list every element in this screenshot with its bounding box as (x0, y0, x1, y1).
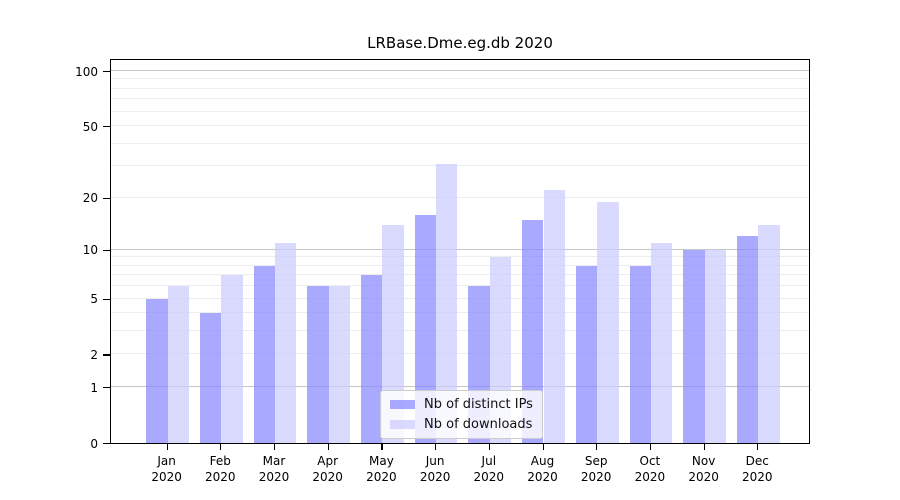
bar-downloads-apr (328, 286, 351, 443)
bar-downloads-sep (597, 201, 619, 443)
x-tick-label-mar: Mar 2020 (258, 454, 290, 484)
y-tick-mark (103, 71, 110, 73)
x-tick-mark (327, 444, 329, 450)
bar-downloads-dec (758, 224, 780, 443)
legend-item-downloads: Nb of downloads (390, 416, 533, 433)
y-tick-label-10: 10 (82, 243, 98, 258)
bar-downloads-nov (704, 249, 726, 443)
y-tick-label-5: 5 (90, 292, 98, 307)
y-tick-mark (103, 298, 110, 300)
y-tick-label-50: 50 (82, 119, 98, 134)
bar-distinct-ips-dec (736, 236, 759, 443)
gridline-minor (111, 87, 809, 89)
x-tick-mark (596, 444, 598, 450)
y-tick-label-1: 1 (90, 380, 98, 395)
bar-downloads-oct (650, 242, 673, 443)
gridline-minor (111, 330, 809, 332)
legend: Nb of distinct IPs Nb of downloads (380, 390, 543, 439)
chart-title: LRBase.Dme.eg.db 2020 (367, 34, 553, 52)
x-tick-label-jul: Jul 2020 (473, 454, 505, 484)
bar-downloads-mar (275, 242, 297, 443)
bar-distinct-ips-aug (522, 219, 544, 443)
x-tick-label-jun: Jun 2020 (419, 454, 451, 484)
y-tick-mark (103, 354, 110, 356)
bar-distinct-ips-sep (575, 265, 598, 443)
gridline-minor (111, 353, 809, 355)
x-tick-mark (649, 444, 652, 450)
gridline-major (111, 248, 809, 250)
bar-layer (111, 60, 809, 443)
x-tick-mark (274, 444, 276, 450)
y-tick-label-0: 0 (90, 436, 98, 451)
bar-distinct-ips-nov (683, 249, 705, 443)
legend-swatch-downloads (390, 420, 415, 429)
bar-downloads-jan (167, 286, 189, 443)
bar-downloads-jun (436, 163, 458, 443)
gridline-minor (111, 125, 809, 127)
x-tick-mark (542, 444, 544, 450)
bar-downloads-may (382, 224, 404, 443)
y-tick-label-2: 2 (90, 347, 98, 362)
gridline-major (111, 386, 809, 388)
x-tick-mark (435, 444, 437, 450)
bar-downloads-aug (543, 190, 565, 443)
bar-distinct-ips-apr (307, 286, 329, 443)
bar-distinct-ips-jun (414, 214, 437, 443)
gridline-minor (111, 78, 809, 80)
gridline-minor (111, 256, 809, 258)
x-tick-label-apr: Apr 2020 (312, 454, 343, 484)
grid-layer (111, 60, 809, 443)
y-tick-mark (103, 387, 110, 389)
y-tick-label-20: 20 (82, 191, 98, 206)
bar-downloads-feb (221, 275, 243, 443)
gridline-minor (111, 98, 809, 100)
x-tick-mark (166, 444, 168, 450)
legend-label-downloads: Nb of downloads (424, 417, 533, 432)
x-tick-mark (757, 444, 759, 450)
legend-swatch-distinct-ips (390, 400, 415, 409)
x-tick-label-dec: Dec 2020 (742, 454, 773, 484)
gridline-minor (111, 196, 809, 198)
x-tick-label-feb: Feb 2020 (205, 454, 236, 484)
y-tick-mark (103, 197, 110, 199)
gridline-minor (111, 274, 809, 276)
y-tick-mark (103, 249, 110, 251)
gridline-minor (111, 165, 809, 167)
gridline-minor (111, 110, 809, 112)
plot-area (110, 59, 810, 444)
x-tick-label-aug: Aug 2020 (527, 454, 558, 484)
gridline-minor (111, 312, 809, 314)
y-tick-label-100: 100 (75, 64, 98, 79)
legend-label-distinct-ips: Nb of distinct IPs (424, 397, 533, 412)
gridline-minor (111, 297, 809, 299)
bar-distinct-ips-oct (629, 265, 651, 443)
x-tick-mark (703, 444, 705, 450)
x-tick-mark (220, 444, 222, 450)
bar-distinct-ips-jan (146, 298, 168, 443)
x-tick-label-may: May 2020 (366, 454, 397, 484)
gridline-minor (111, 264, 809, 266)
gridline-minor (111, 142, 809, 144)
x-tick-label-sep: Sep 2020 (580, 454, 612, 484)
bar-distinct-ips-may (361, 275, 383, 443)
bar-distinct-ips-mar (253, 265, 275, 443)
x-tick-label-oct: Oct 2020 (634, 454, 666, 484)
y-tick-mark (103, 126, 110, 128)
legend-item-distinct-ips: Nb of distinct IPs (390, 396, 533, 413)
x-tick-mark (488, 444, 490, 450)
gridline-minor (111, 285, 809, 287)
bar-distinct-ips-feb (199, 313, 222, 443)
gridline-major (111, 70, 809, 71)
x-tick-label-jan: Jan 2020 (151, 454, 182, 484)
x-tick-label-nov: Nov 2020 (688, 454, 719, 484)
y-tick-mark (103, 443, 110, 445)
x-tick-mark (381, 444, 383, 450)
